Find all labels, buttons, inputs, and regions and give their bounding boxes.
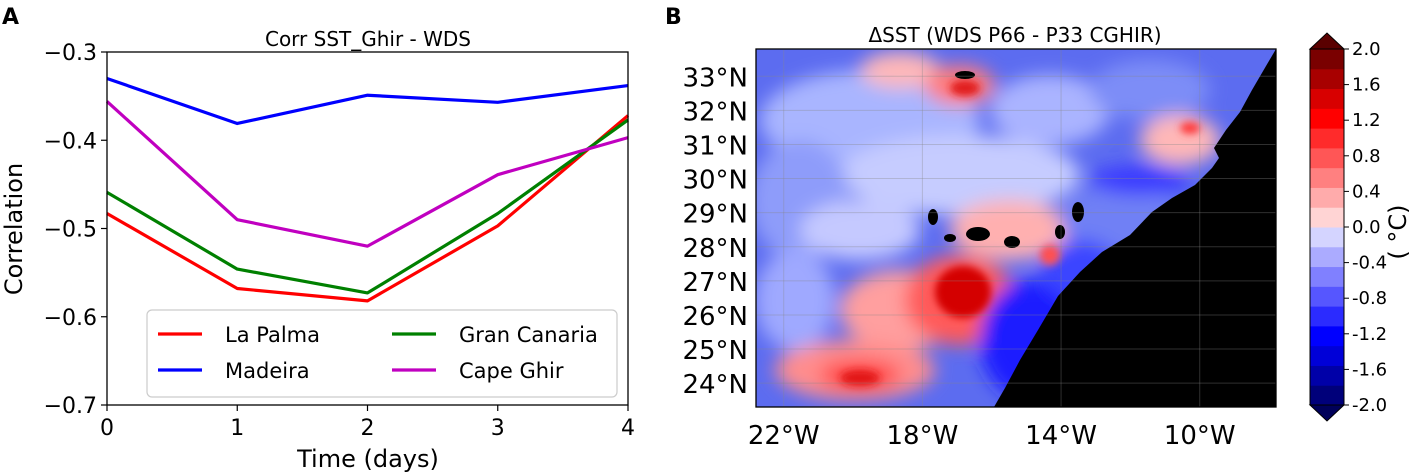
x-tick-label: 1 [230,416,244,441]
map-area [756,49,1276,407]
colorbar-tick-label: -0.4 [1352,253,1387,274]
colorbar-max-extend [1308,32,1346,50]
lat-tick-label: 26°N [682,302,748,332]
lat-tick-label: 28°N [682,234,748,264]
y-tick-label: −0.3 [44,41,97,66]
y-tick-label: −0.4 [44,129,97,154]
colorbar-segment [1310,345,1344,366]
panel-a-lines [105,76,630,303]
colorbar-segment [1310,187,1344,208]
lat-tick-label: 33°N [682,63,748,93]
lon-tick-label: 10°W [1164,421,1236,451]
colorbar-segment [1310,147,1344,169]
legend-label: Madeira [225,359,310,383]
colorbar-tick-label: 0.8 [1352,146,1381,167]
colorbar-segment [1310,246,1344,268]
lat-tick-label: 32°N [682,97,748,127]
colorbar-segment [1310,128,1344,149]
panel-a-x-ticks: 0 1 2 3 4 [100,405,635,441]
panel-a-y-label: Correlation [0,163,28,295]
lat-tick-label: 24°N [682,370,748,400]
x-tick-label: 3 [491,416,505,441]
colorbar-min-extend [1308,404,1346,422]
sst-anomaly-cores [840,80,1200,386]
colorbar-tick-label: 2.0 [1352,39,1381,60]
colorbar-segment [1310,286,1344,307]
series-line-gran-canaria [106,118,629,295]
colorbar-tick-label: -0.8 [1352,288,1387,309]
x-tick-label: 2 [361,416,375,441]
map-frame [755,48,1277,408]
lon-tick-label: 14°W [1025,421,1097,451]
colorbar-tick-label: -1.6 [1352,359,1387,380]
colorbar-segment [1310,108,1344,129]
colorbar-label: ( °C) [1384,204,1412,259]
colorbar-segment [1310,207,1344,228]
map-lon-ticks: 22°W 18°W 14°W 10°W [748,421,1236,451]
y-tick-label: −0.7 [44,394,97,419]
colorbar-tick-label: -2.0 [1352,395,1387,416]
lon-tick-label: 18°W [887,421,959,451]
africa-coast-land [994,49,1276,407]
panel-b: B ΔSST (WDS P66 - P33 CGHIR) [665,5,1412,451]
lat-tick-label: 30°N [682,166,748,196]
map-lat-ticks: 24°N 25°N 26°N 27°N 28°N 29°N 30°N 31°N 32°N 33°N [682,63,748,400]
colorbar [1308,32,1346,422]
colorbar-segment [1310,49,1344,70]
lat-tick-label: 27°N [682,268,748,298]
colorbar-tick-label: 1.6 [1352,75,1381,96]
panel-b-letter: B [665,5,682,30]
lat-tick-label: 29°N [682,200,748,230]
colorbar-tick-label: 0.0 [1352,217,1381,238]
x-tick-label: 0 [100,416,114,441]
lat-tick-label: 25°N [682,336,748,366]
x-tick-label: 4 [621,416,635,441]
colorbar-segment [1310,306,1344,327]
colorbar-segment [1310,325,1344,347]
legend-label: La Palma [225,323,320,347]
series-line-cape-ghir [105,100,629,248]
y-tick-label: −0.5 [44,218,97,243]
panel-a-x-label: Time (days) [296,445,439,473]
legend-label: Cape Ghir [459,359,564,383]
colorbar-segment [1310,385,1344,406]
colorbar-tick-label: 1.2 [1352,110,1381,131]
map-gridlines [756,49,1276,407]
colorbar-segment [1310,365,1344,386]
series-line-madeira [106,76,629,126]
panel-b-title: ΔSST (WDS P66 - P33 CGHIR) [868,23,1161,47]
colorbar-segment [1310,227,1344,248]
panel-a: A Corr SST_Ghir - WDS 0 1 2 3 4 −0.7 −0.6 −0.5… [0,5,635,473]
lat-tick-label: 31°N [682,131,748,161]
island-landmasses [928,71,1084,248]
y-tick-label: −0.6 [44,306,97,331]
legend: La Palma Madeira Gran Canaria Cape Ghir [146,309,618,398]
lon-tick-label: 22°W [748,421,820,451]
colorbar-segment [1310,88,1344,109]
panel-a-letter: A [2,5,19,30]
colorbar-segment [1310,266,1344,287]
legend-box [146,309,618,398]
colorbar-tick-label: -1.2 [1352,324,1387,345]
panel-a-y-ticks: −0.7 −0.6 −0.5 −0.4 −0.3 [44,41,107,419]
series-line-la-palma [106,114,630,303]
colorbar-ticks: 2.0 1.6 1.2 0.8 0.4 0.0 -0.4 -0.8 -1.2 -1.6 -2.0 [1344,39,1387,416]
colorbar-tick-label: 0.4 [1352,181,1381,202]
panel-a-title: Corr SST_Ghir - WDS [265,27,471,51]
colorbar-segment [1310,167,1344,188]
colorbar-segment [1310,68,1344,90]
legend-label: Gran Canaria [459,323,598,347]
